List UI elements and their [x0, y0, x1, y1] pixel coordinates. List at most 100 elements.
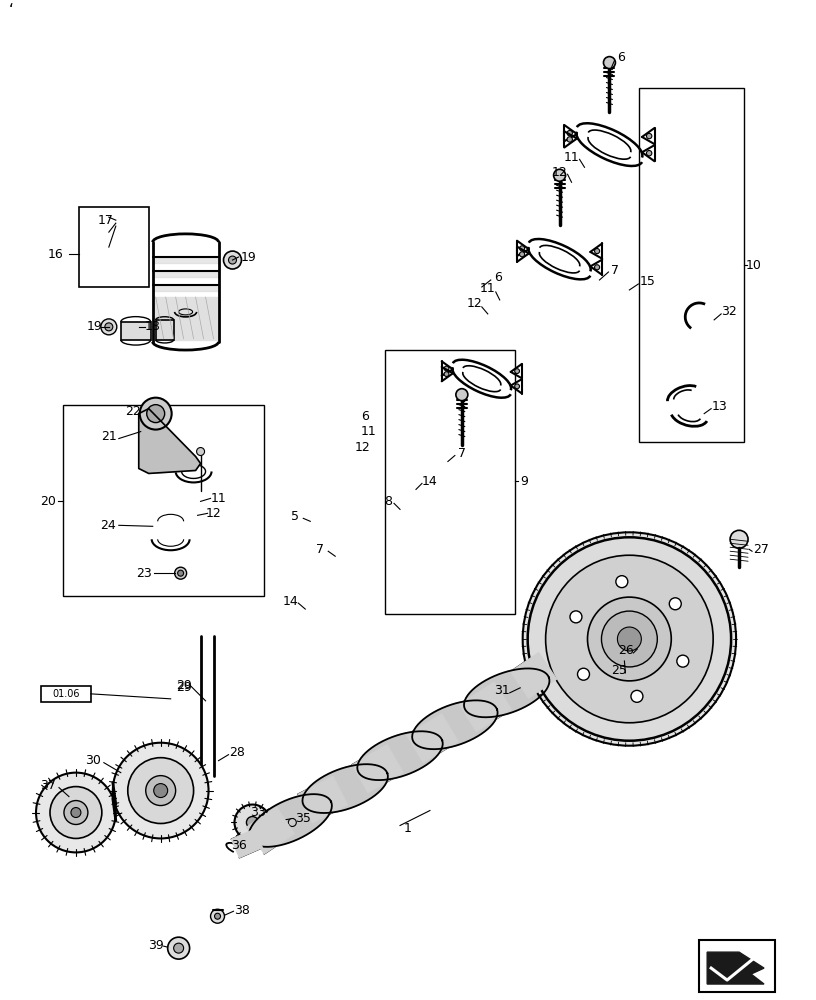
- Circle shape: [604, 57, 615, 69]
- Text: 12: 12: [552, 166, 567, 179]
- Text: 36: 36: [231, 839, 246, 852]
- Circle shape: [113, 743, 209, 838]
- Text: 15: 15: [640, 275, 655, 288]
- Circle shape: [520, 252, 525, 257]
- Text: 37: 37: [40, 779, 56, 792]
- Circle shape: [50, 787, 102, 838]
- Text: 7: 7: [458, 447, 466, 460]
- Text: 16: 16: [48, 248, 64, 261]
- Text: 01.06: 01.06: [52, 689, 80, 699]
- Circle shape: [588, 597, 672, 681]
- Circle shape: [730, 530, 748, 548]
- Circle shape: [646, 133, 652, 139]
- Text: 30: 30: [85, 754, 101, 767]
- Circle shape: [567, 130, 572, 136]
- Circle shape: [175, 567, 187, 579]
- Circle shape: [288, 819, 296, 826]
- Text: 6: 6: [618, 51, 625, 64]
- Text: 32: 32: [721, 305, 737, 318]
- Text: 21: 21: [101, 430, 117, 443]
- Circle shape: [153, 784, 167, 798]
- Circle shape: [71, 808, 81, 818]
- Polygon shape: [303, 764, 388, 813]
- Text: 31: 31: [494, 684, 510, 697]
- Circle shape: [128, 758, 193, 823]
- Text: 8: 8: [384, 495, 392, 508]
- Circle shape: [174, 943, 184, 953]
- Text: 19: 19: [241, 251, 256, 264]
- Bar: [79, 207, 149, 287]
- Text: 33: 33: [251, 806, 266, 819]
- Polygon shape: [511, 653, 557, 698]
- Circle shape: [147, 405, 165, 423]
- Text: 11: 11: [564, 151, 579, 164]
- Polygon shape: [353, 745, 403, 792]
- Circle shape: [197, 448, 205, 456]
- Polygon shape: [246, 807, 295, 854]
- Text: 10: 10: [746, 259, 762, 272]
- Circle shape: [523, 532, 736, 746]
- Circle shape: [595, 249, 600, 254]
- Text: 19: 19: [87, 320, 103, 333]
- Text: 38: 38: [234, 904, 251, 917]
- Text: 7: 7: [611, 264, 619, 277]
- Circle shape: [104, 323, 113, 331]
- Circle shape: [601, 611, 658, 667]
- Polygon shape: [155, 297, 216, 340]
- Text: 23: 23: [135, 567, 152, 580]
- Polygon shape: [232, 829, 263, 858]
- Circle shape: [646, 150, 652, 156]
- Bar: [41, 686, 91, 702]
- Circle shape: [234, 805, 270, 840]
- Circle shape: [676, 655, 689, 667]
- Polygon shape: [357, 731, 443, 780]
- Circle shape: [146, 776, 175, 806]
- Text: 13: 13: [712, 400, 727, 413]
- Circle shape: [553, 169, 565, 181]
- Bar: [699, 940, 775, 992]
- Circle shape: [215, 913, 220, 919]
- Circle shape: [140, 398, 171, 430]
- Circle shape: [570, 611, 582, 623]
- Circle shape: [528, 537, 731, 741]
- Circle shape: [546, 555, 713, 723]
- Text: 9: 9: [521, 475, 529, 488]
- Text: 25: 25: [611, 664, 628, 677]
- Circle shape: [444, 372, 449, 376]
- Text: 17: 17: [98, 214, 113, 227]
- Circle shape: [36, 773, 116, 852]
- Text: 11: 11: [360, 425, 376, 438]
- Circle shape: [444, 366, 449, 371]
- Text: 6: 6: [361, 410, 369, 423]
- Circle shape: [520, 246, 525, 251]
- Text: 1: 1: [404, 822, 412, 835]
- Polygon shape: [464, 668, 549, 717]
- Circle shape: [211, 909, 224, 923]
- Circle shape: [578, 668, 589, 680]
- Circle shape: [515, 369, 520, 373]
- Text: 20: 20: [40, 495, 56, 508]
- Text: 35: 35: [295, 812, 311, 825]
- Polygon shape: [406, 714, 458, 762]
- Text: 28: 28: [229, 746, 246, 759]
- Text: 11: 11: [480, 282, 495, 295]
- Circle shape: [167, 937, 189, 959]
- Text: 29: 29: [175, 681, 192, 694]
- Text: 26: 26: [619, 644, 634, 657]
- Text: 14: 14: [282, 595, 298, 608]
- Circle shape: [246, 817, 259, 828]
- Polygon shape: [249, 794, 332, 847]
- Bar: [63, 405, 264, 596]
- Text: 24: 24: [100, 519, 116, 532]
- Circle shape: [224, 251, 242, 269]
- Text: 14: 14: [422, 475, 438, 488]
- Circle shape: [178, 570, 184, 576]
- Polygon shape: [153, 271, 219, 277]
- Text: 5: 5: [291, 510, 299, 523]
- Text: 18: 18: [144, 320, 161, 333]
- Circle shape: [595, 265, 600, 270]
- Circle shape: [228, 256, 237, 264]
- Polygon shape: [459, 682, 512, 731]
- Circle shape: [618, 627, 641, 651]
- Bar: [121, 322, 151, 340]
